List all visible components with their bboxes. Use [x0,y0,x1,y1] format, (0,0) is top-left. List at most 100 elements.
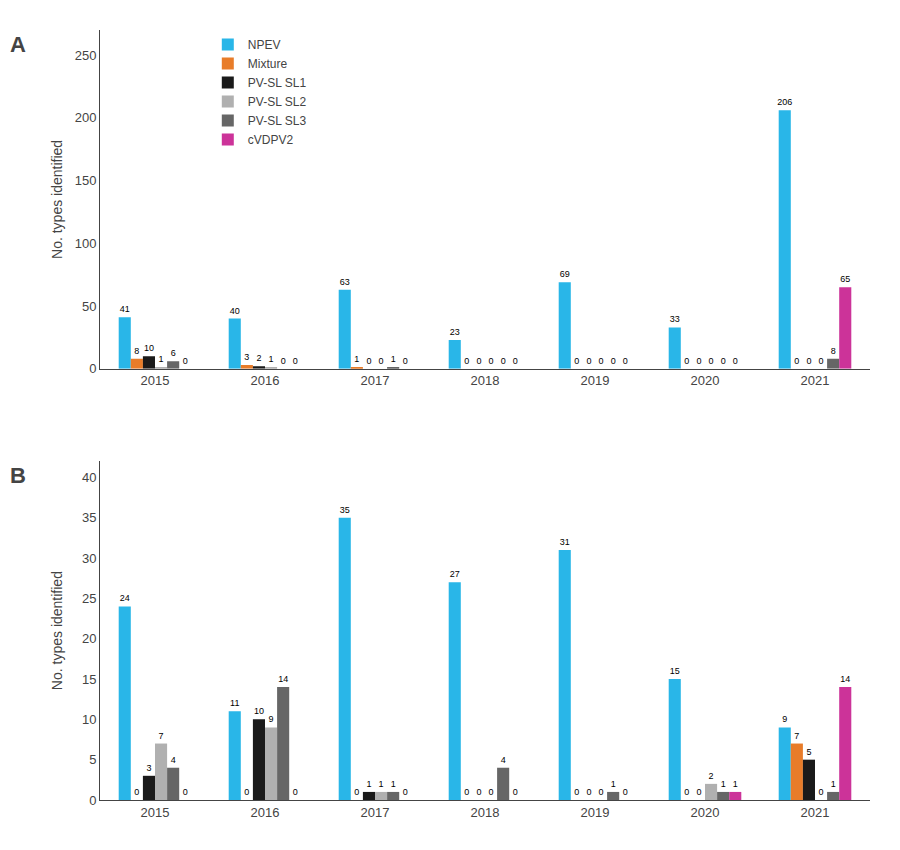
svg-text:cVDPV2: cVDPV2 [248,133,294,147]
svg-text:0: 0 [721,356,726,366]
svg-text:1: 1 [611,779,616,789]
svg-text:63: 63 [340,277,350,287]
svg-text:10: 10 [82,712,96,727]
svg-text:20: 20 [82,631,96,646]
svg-text:1: 1 [366,779,371,789]
svg-text:PV-SL SL1: PV-SL SL1 [248,76,307,90]
svg-text:0: 0 [513,787,518,797]
svg-text:2021: 2021 [801,805,830,820]
svg-text:9: 9 [782,714,787,724]
svg-text:0: 0 [403,787,408,797]
svg-text:1: 1 [379,779,384,789]
svg-text:2015: 2015 [141,373,170,388]
svg-text:14: 14 [840,674,850,684]
svg-text:0: 0 [599,356,604,366]
svg-text:0: 0 [489,787,494,797]
svg-text:0: 0 [379,356,384,366]
svg-text:6: 6 [171,348,176,358]
svg-text:0: 0 [464,787,469,797]
svg-text:35: 35 [340,505,350,515]
svg-text:0: 0 [586,787,591,797]
svg-text:1: 1 [391,779,396,789]
svg-text:2016: 2016 [251,805,280,820]
svg-text:No. types identified: No. types identified [49,140,65,259]
svg-text:7: 7 [159,731,164,741]
svg-text:2: 2 [256,353,261,363]
svg-text:2018: 2018 [471,373,500,388]
svg-text:2020: 2020 [691,805,720,820]
svg-text:Mixture: Mixture [248,57,288,71]
svg-text:0: 0 [403,356,408,366]
svg-text:2017: 2017 [361,805,390,820]
svg-text:0: 0 [501,356,506,366]
svg-text:1: 1 [831,779,836,789]
svg-text:206: 206 [777,97,792,107]
svg-text:27: 27 [450,569,460,579]
svg-text:2021: 2021 [801,373,830,388]
svg-text:0: 0 [244,787,249,797]
svg-text:B: B [10,463,26,488]
svg-text:1: 1 [721,779,726,789]
svg-text:2015: 2015 [141,805,170,820]
svg-text:0: 0 [684,787,689,797]
svg-text:NPEV: NPEV [248,38,281,52]
svg-text:0: 0 [574,356,579,366]
svg-text:2019: 2019 [581,805,610,820]
svg-text:1: 1 [159,354,164,364]
svg-text:0: 0 [623,356,628,366]
svg-text:0: 0 [89,361,96,376]
svg-text:100: 100 [75,236,97,251]
svg-text:69: 69 [560,269,570,279]
svg-text:0: 0 [89,793,96,808]
svg-text:0: 0 [794,356,799,366]
svg-text:1: 1 [269,354,274,364]
svg-text:2017: 2017 [361,373,390,388]
svg-text:0: 0 [819,787,824,797]
svg-text:2019: 2019 [581,373,610,388]
svg-text:0: 0 [586,356,591,366]
svg-text:2: 2 [709,771,714,781]
svg-text:PV-SL SL2: PV-SL SL2 [248,95,307,109]
svg-text:0: 0 [293,787,298,797]
svg-text:0: 0 [354,787,359,797]
svg-text:8: 8 [134,346,139,356]
svg-text:0: 0 [623,787,628,797]
svg-text:4: 4 [171,755,176,765]
svg-text:10: 10 [254,706,264,716]
svg-text:5: 5 [806,747,811,757]
svg-text:PV-SL SL3: PV-SL SL3 [248,114,307,128]
svg-text:0: 0 [696,787,701,797]
svg-text:0: 0 [709,356,714,366]
svg-text:31: 31 [560,537,570,547]
svg-text:1: 1 [354,354,359,364]
svg-text:2020: 2020 [691,373,720,388]
svg-text:0: 0 [134,787,139,797]
svg-text:3: 3 [244,352,249,362]
svg-text:5: 5 [89,752,96,767]
svg-text:30: 30 [82,551,96,566]
svg-text:0: 0 [476,356,481,366]
svg-text:0: 0 [611,356,616,366]
svg-text:11: 11 [230,698,239,708]
svg-text:8: 8 [831,346,836,356]
svg-text:50: 50 [82,299,96,314]
svg-text:0: 0 [293,356,298,366]
svg-text:9: 9 [269,714,274,724]
svg-text:0: 0 [513,356,518,366]
svg-text:24: 24 [120,593,130,603]
svg-text:0: 0 [819,356,824,366]
svg-text:2016: 2016 [251,373,280,388]
svg-text:2018: 2018 [471,805,500,820]
svg-text:15: 15 [670,666,680,676]
svg-text:40: 40 [230,306,240,316]
svg-text:41: 41 [120,304,130,314]
svg-text:0: 0 [464,356,469,366]
svg-text:10: 10 [144,343,154,353]
svg-text:No. types identified: No. types identified [49,571,65,690]
svg-text:23: 23 [450,327,460,337]
svg-text:33: 33 [670,314,680,324]
svg-text:15: 15 [82,672,96,687]
svg-text:25: 25 [82,591,96,606]
svg-text:A: A [10,32,26,57]
svg-text:0: 0 [183,787,188,797]
